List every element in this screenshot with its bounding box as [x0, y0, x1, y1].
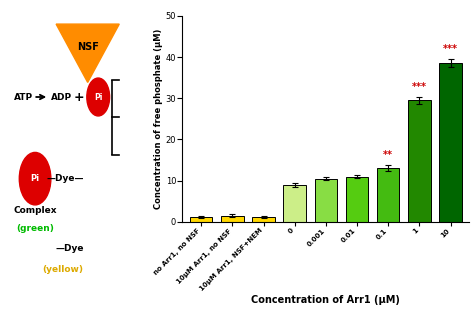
Bar — [190, 217, 212, 222]
Bar — [346, 177, 368, 222]
Bar — [377, 168, 400, 222]
Text: Complex: Complex — [13, 206, 57, 215]
Polygon shape — [56, 24, 119, 82]
Bar — [221, 216, 244, 222]
Text: —Dye: —Dye — [56, 244, 84, 253]
Bar — [283, 185, 306, 222]
Circle shape — [87, 78, 109, 116]
Text: Pi: Pi — [30, 174, 40, 183]
Bar — [408, 100, 430, 222]
Text: +: + — [73, 90, 84, 104]
Text: ATP: ATP — [14, 93, 33, 101]
Text: NSF: NSF — [77, 42, 99, 52]
Text: (green): (green) — [16, 224, 54, 233]
Text: —Dye—: —Dye— — [46, 174, 83, 183]
Bar — [439, 63, 462, 222]
Text: **: ** — [383, 151, 393, 160]
Y-axis label: Concentration of free phosphate (μM): Concentration of free phosphate (μM) — [154, 29, 163, 209]
Bar — [315, 179, 337, 222]
Circle shape — [19, 152, 51, 205]
Text: ***: *** — [443, 44, 458, 54]
Text: (yellow): (yellow) — [43, 265, 83, 274]
Bar — [252, 217, 275, 222]
X-axis label: Concentration of Arr1 (μM): Concentration of Arr1 (μM) — [251, 295, 401, 305]
Text: ADP: ADP — [51, 93, 72, 101]
Text: Pi: Pi — [94, 93, 102, 101]
Text: ***: *** — [412, 82, 427, 92]
